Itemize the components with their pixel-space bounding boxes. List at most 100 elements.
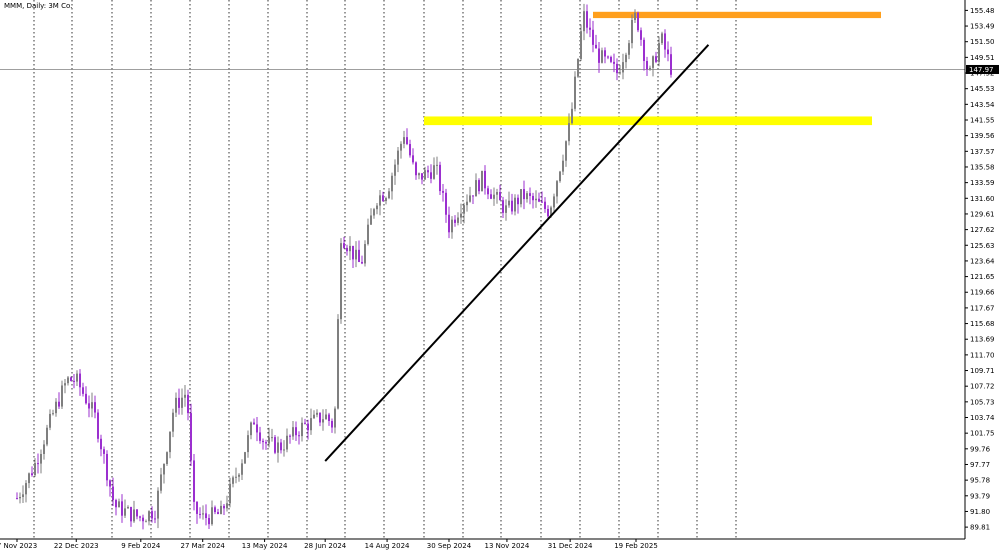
- ascending-trendline[interactable]: [324, 44, 710, 462]
- candle-body: [376, 205, 378, 210]
- candle-body: [661, 33, 663, 44]
- y-tick-label: 119.66: [970, 289, 995, 297]
- candle-body: [37, 463, 39, 465]
- candle-body: [445, 192, 447, 215]
- candle-body: [361, 261, 363, 264]
- candle-body: [127, 506, 129, 509]
- candle-body: [538, 198, 540, 202]
- x-tick-label: 14 Aug 2024: [365, 542, 410, 550]
- candle-body: [430, 172, 432, 179]
- grid-lines: [33, 0, 737, 539]
- candle-body: [289, 435, 291, 437]
- candle-body: [349, 245, 351, 252]
- candle-body: [268, 437, 270, 444]
- x-tick-label: 30 Sep 2024: [427, 542, 472, 550]
- candle-body: [121, 501, 123, 516]
- y-tick-label: 133.59: [970, 179, 995, 187]
- candle-body: [490, 194, 492, 199]
- candle-body: [103, 449, 105, 454]
- y-tick-label: 141.55: [970, 116, 995, 124]
- candle-body: [211, 507, 213, 525]
- candle-body: [61, 385, 63, 407]
- candle-body: [382, 195, 384, 202]
- candle-body: [172, 412, 174, 432]
- price-tag-label: 147.97: [969, 66, 994, 74]
- candle-body: [157, 490, 159, 519]
- candle-body: [346, 247, 348, 252]
- resistance-zone[interactable]: [593, 11, 881, 19]
- candle-body: [325, 414, 327, 420]
- y-tick-label: 103.74: [970, 414, 995, 422]
- y-tick-label: 145.53: [970, 85, 995, 93]
- candle-body: [520, 189, 522, 205]
- candle-body: [412, 155, 414, 163]
- candle-body: [340, 243, 342, 320]
- y-tick-label: 113.69: [970, 336, 995, 344]
- candle-body: [667, 49, 669, 55]
- chart-title: MMM, Daily: 3M Co.: [4, 2, 72, 10]
- candle-body: [484, 170, 486, 189]
- candle-body: [304, 422, 306, 424]
- candle-body: [643, 39, 645, 61]
- candle-body: [28, 473, 30, 484]
- candle-body: [517, 197, 519, 205]
- candle-body: [448, 214, 450, 233]
- candle-body: [415, 162, 417, 176]
- candle-body: [160, 474, 162, 491]
- candle-body: [469, 195, 471, 202]
- candle-body: [151, 511, 153, 519]
- candle-body: [334, 408, 336, 428]
- candle-body: [355, 249, 357, 260]
- x-tick-label: 7 Nov 2023: [0, 542, 37, 550]
- y-tick-label: 127.62: [970, 226, 995, 234]
- support-zone[interactable]: [424, 116, 872, 126]
- candle-body: [67, 377, 69, 384]
- candle-body: [553, 196, 555, 208]
- y-tick-label: 107.72: [970, 383, 995, 391]
- candle-body: [46, 427, 48, 445]
- candle-body: [421, 173, 423, 180]
- candle-body: [532, 195, 534, 201]
- candle-body: [76, 373, 78, 382]
- candle-body: [22, 494, 24, 498]
- candle-body: [475, 180, 477, 197]
- y-tick-label: 115.68: [970, 320, 995, 328]
- y-tick-label: 125.63: [970, 242, 995, 250]
- candle-body: [565, 141, 567, 161]
- candle-body: [571, 108, 573, 124]
- x-tick-label: 13 May 2024: [242, 542, 288, 550]
- candle-body: [424, 170, 426, 180]
- candle-body: [406, 137, 408, 145]
- candle-body: [574, 76, 576, 109]
- trendlines[interactable]: [324, 44, 710, 462]
- candle-body: [640, 30, 642, 40]
- candle-body: [337, 319, 339, 409]
- candle-body: [322, 419, 324, 423]
- candle-body: [499, 191, 501, 201]
- candle-body: [568, 123, 570, 142]
- candle-body: [97, 412, 99, 439]
- candle-body: [664, 33, 666, 50]
- candle-body: [250, 422, 252, 436]
- candle-body: [91, 402, 93, 409]
- y-tick-label: 155.48: [970, 7, 995, 15]
- candle-body: [73, 380, 75, 382]
- candle-body: [559, 171, 561, 182]
- candle-body: [418, 173, 420, 176]
- y-tick-label: 135.58: [970, 163, 995, 171]
- candle-body: [541, 201, 543, 203]
- candle-body: [154, 518, 156, 520]
- candle-body: [547, 208, 549, 217]
- candle-body: [232, 477, 234, 484]
- y-tick-label: 93.79: [970, 492, 990, 500]
- candle-body: [583, 11, 585, 32]
- candle-body: [451, 219, 453, 233]
- y-tick-label: 89.81: [970, 524, 990, 532]
- candle-body: [100, 438, 102, 450]
- candle-body: [238, 474, 240, 477]
- candle-body: [364, 244, 366, 264]
